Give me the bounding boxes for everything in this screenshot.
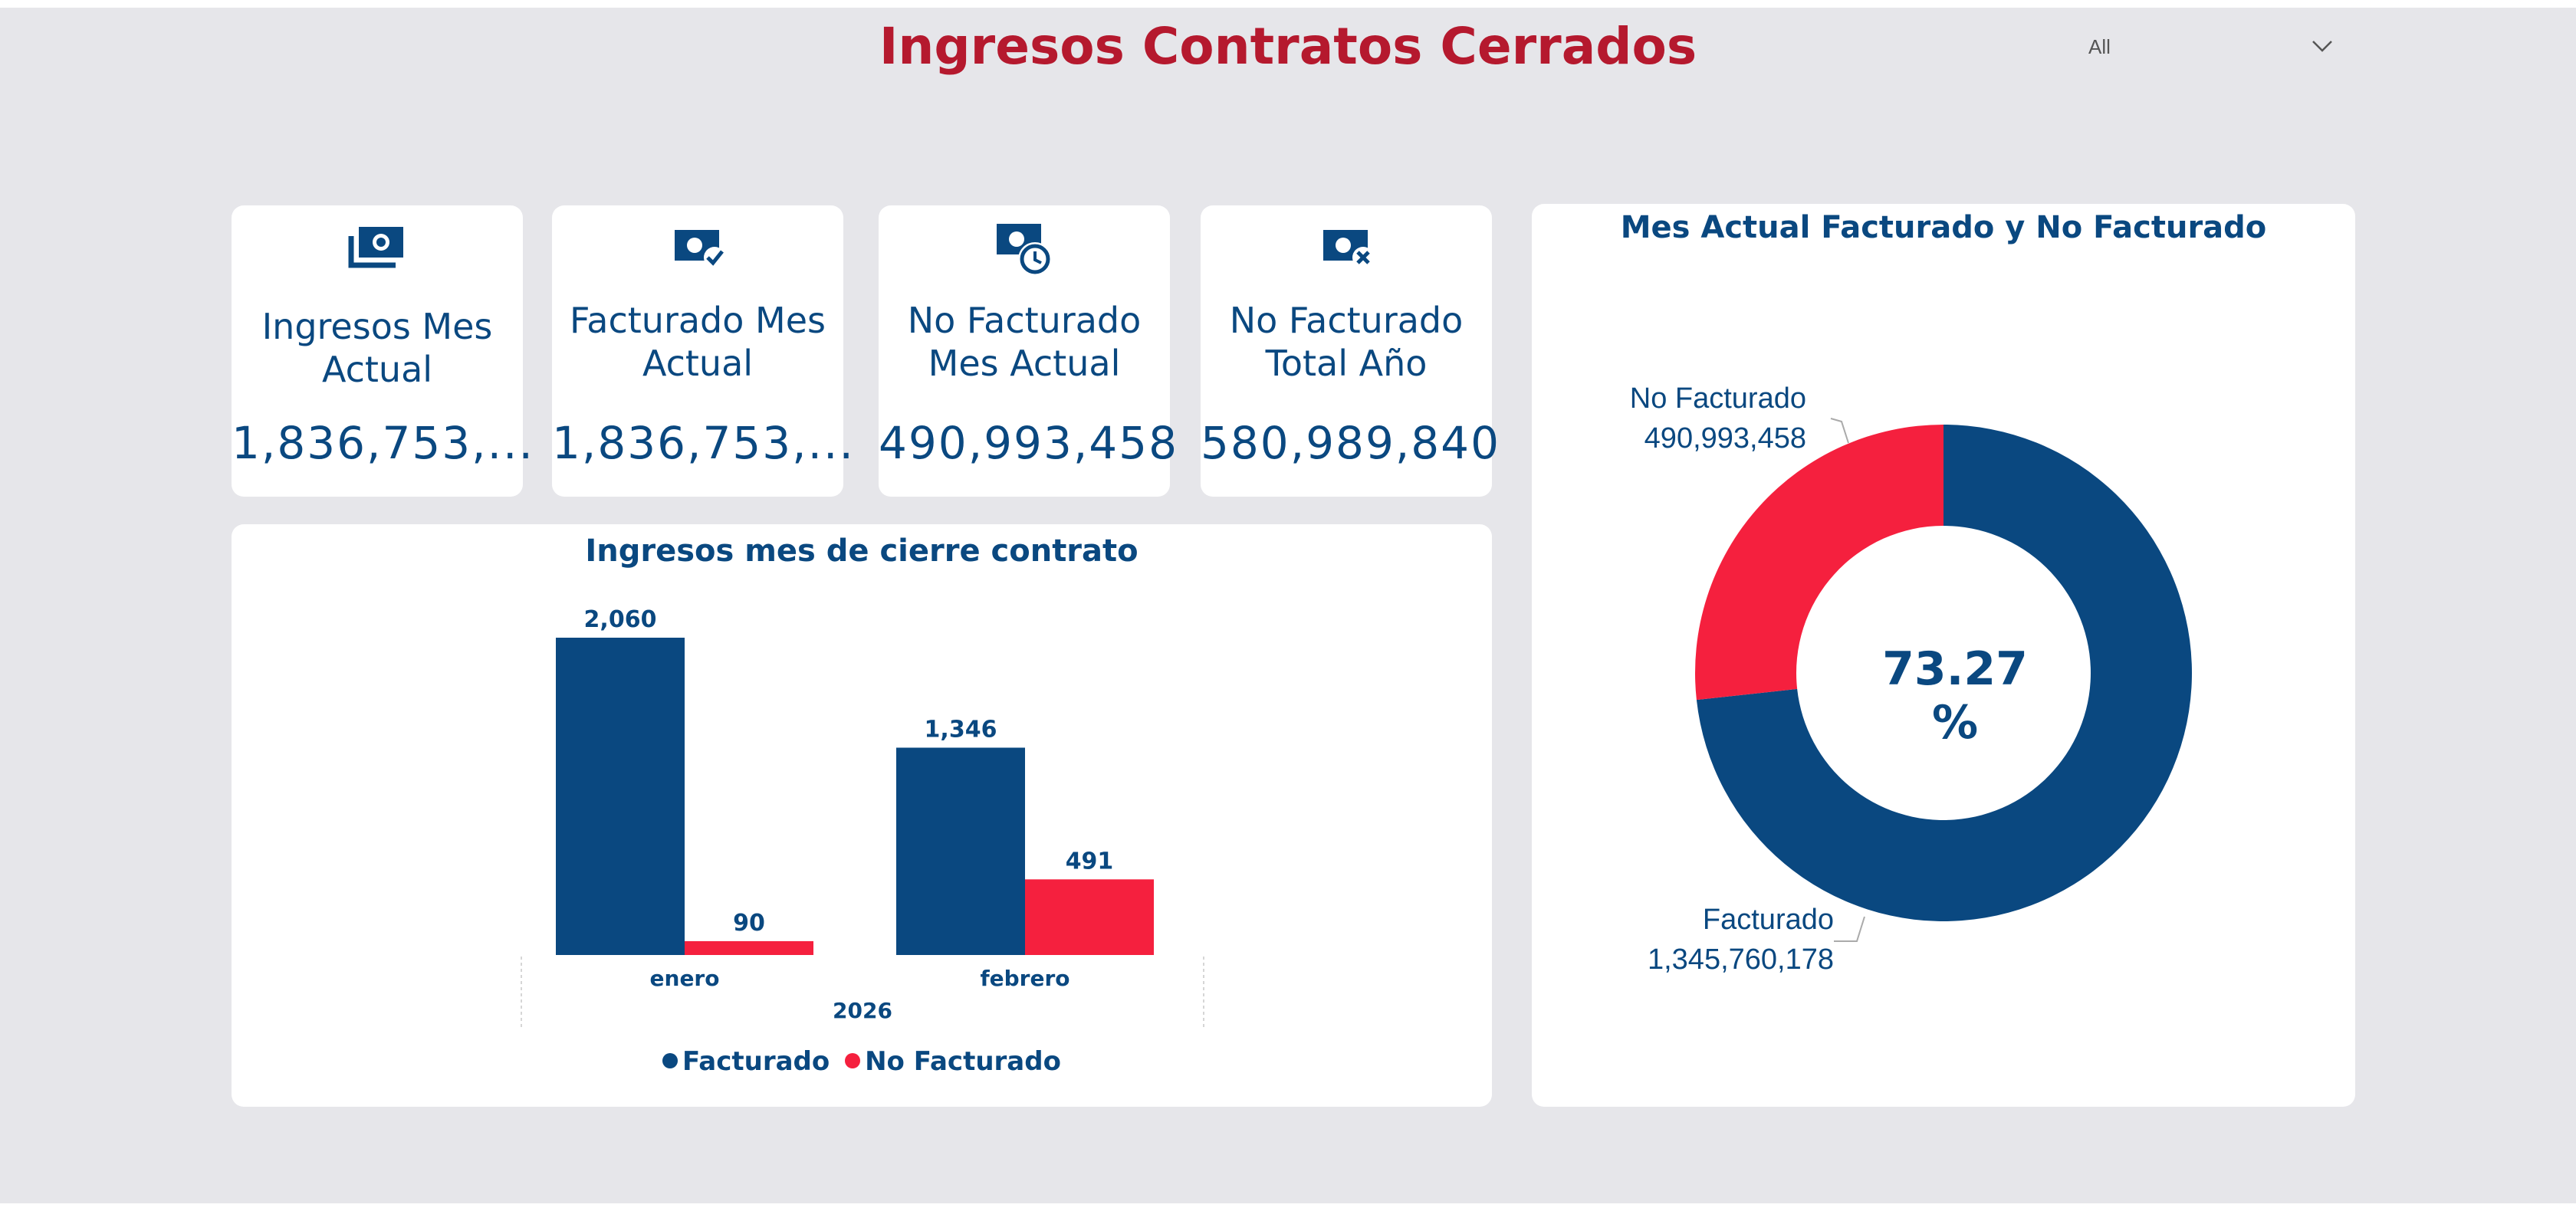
bar-facturado[interactable]: [556, 638, 685, 955]
donut-center-percentage: 73.27 %: [1882, 642, 2028, 750]
donut-label-facturado: Facturado 1,345,760,178: [1648, 900, 1834, 980]
kpi-value: 490,993,458: [879, 417, 1178, 469]
donut-label-value: 1,345,760,178: [1647, 944, 1834, 976]
page-title: Ingresos Contratos Cerrados: [879, 17, 1697, 76]
donut-label-name: No Facturado: [1629, 382, 1806, 415]
kpi-label: Mes Actual: [928, 343, 1121, 384]
kpi-label: Facturado Mes: [570, 300, 826, 341]
slicer-selected-value: All: [2088, 35, 2111, 58]
bar-chart-title: Ingresos mes de cierre contrato: [585, 533, 1138, 569]
kpi-card-facturado-mes-actual[interactable]: Facturado Mes Actual 1,836,753,...: [552, 205, 855, 497]
kpi-label: No Facturado: [1229, 300, 1464, 341]
kpi-card-no-facturado-total-ano[interactable]: No Facturado Total Año 580,989,840: [1201, 205, 1500, 497]
donut-slice-no-facturado[interactable]: [1695, 425, 1944, 701]
bar-no-facturado[interactable]: [1025, 879, 1154, 955]
donut-label-no-facturado: No Facturado 490,993,458: [1630, 379, 1806, 458]
kpi-value: 1,836,753,...: [552, 417, 855, 469]
donut-label-name: Facturado: [1702, 904, 1834, 936]
donut-slice-facturado[interactable]: [1696, 425, 2192, 921]
bar-chart-legend: Facturado No Facturado: [232, 1046, 1492, 1077]
bar-facturado[interactable]: [896, 747, 1025, 955]
donut-chart-card[interactable]: Mes Actual Facturado y No Facturado: [1532, 204, 2355, 1107]
chevron-down-icon[interactable]: [2311, 37, 2334, 55]
legend-item-no-facturado[interactable]: No Facturado: [845, 1046, 1061, 1077]
x-group-label: 2026: [833, 998, 892, 1023]
money-check-icon: [675, 230, 725, 268]
kpi-label: Actual: [321, 349, 433, 390]
money-stack-icon: [348, 227, 403, 268]
data-label: 491: [1066, 848, 1114, 875]
money-clock-icon: [997, 224, 1052, 276]
legend-label: Facturado: [682, 1046, 830, 1077]
donut-label-value: 490,993,458: [1644, 422, 1806, 455]
leader-line-facturado: [1834, 916, 1865, 942]
x-tick-label: febrero: [980, 966, 1070, 991]
bar-chart-card[interactable]: Ingresos mes de cierre contrato: [232, 524, 1492, 1107]
x-tick-label: enero: [650, 966, 720, 991]
donut-chart-title: Mes Actual Facturado y No Facturado: [1620, 210, 2267, 245]
kpi-value: 1,836,753,...: [232, 417, 534, 469]
kpi-card-no-facturado-mes-actual[interactable]: No Facturado Mes Actual 490,993,458: [879, 205, 1178, 497]
data-label: 1,346: [925, 716, 997, 743]
kpi-label: No Facturado: [907, 300, 1142, 341]
filter-slicer[interactable]: All: [2070, 26, 2346, 69]
kpi-card-ingresos-mes-actual[interactable]: Ingresos Mes Actual 1,836,753,...: [232, 205, 534, 497]
leader-line-no-facturado: [1830, 418, 1849, 444]
kpi-label: Ingresos Mes: [261, 306, 493, 347]
legend-dot-facturado: [662, 1052, 678, 1068]
legend-item-facturado[interactable]: Facturado: [662, 1046, 830, 1077]
data-label: 90: [733, 910, 765, 937]
kpi-value: 580,989,840: [1201, 417, 1500, 469]
kpi-label: Total Año: [1265, 343, 1428, 384]
bar-no-facturado[interactable]: [685, 940, 813, 955]
legend-dot-no-facturado: [845, 1052, 861, 1068]
kpi-label: Actual: [642, 343, 754, 384]
data-label: 2,060: [584, 606, 657, 633]
money-x-icon: [1323, 230, 1374, 268]
legend-label: No Facturado: [865, 1046, 1061, 1077]
